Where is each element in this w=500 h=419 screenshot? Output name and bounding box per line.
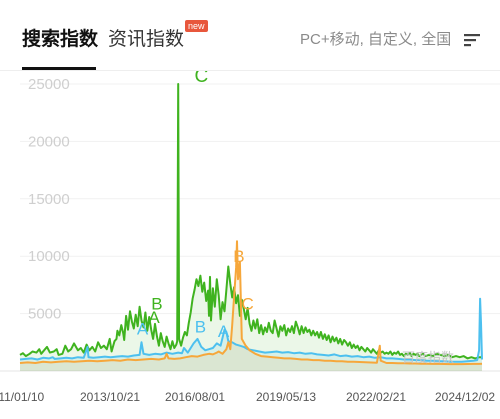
- event-marker-a[interactable]: A: [148, 308, 160, 327]
- tab-active-underline: [22, 67, 96, 70]
- y-tick-label: 5000: [28, 306, 61, 323]
- filter-menu-icon[interactable]: [464, 32, 480, 48]
- event-marker-b[interactable]: B: [233, 247, 244, 266]
- header: 搜索指数 资讯指数 new PC+移动, 自定义, 全国: [0, 0, 500, 70]
- event-marker-b[interactable]: B: [151, 294, 162, 313]
- new-badge: new: [185, 20, 208, 32]
- event-marker-b[interactable]: B: [195, 317, 206, 336]
- tab-news-index[interactable]: 资讯指数: [108, 29, 185, 50]
- x-tick-label: 2013/10/21: [80, 390, 140, 404]
- event-marker-c[interactable]: C: [241, 294, 253, 313]
- x-tick-label: 2019/05/13: [256, 390, 316, 404]
- series-line-green: [19, 83, 482, 360]
- x-tick-label: 2022/02/21: [346, 390, 406, 404]
- x-axis-ticks: 2011/01/10 2013/10/21 2016/08/01 2019/05/13…: [0, 390, 495, 404]
- filter-summary[interactable]: PC+移动, 自定义, 全国: [300, 31, 452, 48]
- grid-lines: [0, 83, 500, 372]
- y-tick-label: 10000: [28, 248, 70, 265]
- series-line-blue: [19, 297, 483, 363]
- y-tick-label: 20000: [28, 133, 70, 150]
- y-tick-label: 25000: [28, 76, 70, 93]
- header-divider: [0, 70, 500, 71]
- x-tick-label: 2024/12/02: [435, 390, 495, 404]
- y-axis-ticks: 25000 20000 15000 10000 5000: [28, 76, 70, 323]
- series-lines: [19, 83, 483, 366]
- baidu-index-watermark: 百度指数: [402, 350, 455, 365]
- x-tick-label: 2011/01/10: [0, 390, 44, 404]
- y-tick-label: 15000: [28, 191, 70, 208]
- event-marker-c[interactable]: C: [194, 71, 208, 87]
- event-marker-a[interactable]: A: [137, 320, 149, 339]
- x-tick-label: 2016/08/01: [165, 390, 225, 404]
- event-marker-a[interactable]: A: [218, 322, 230, 341]
- tab-search-index[interactable]: 搜索指数: [22, 29, 99, 50]
- series-line-orange: [19, 240, 483, 366]
